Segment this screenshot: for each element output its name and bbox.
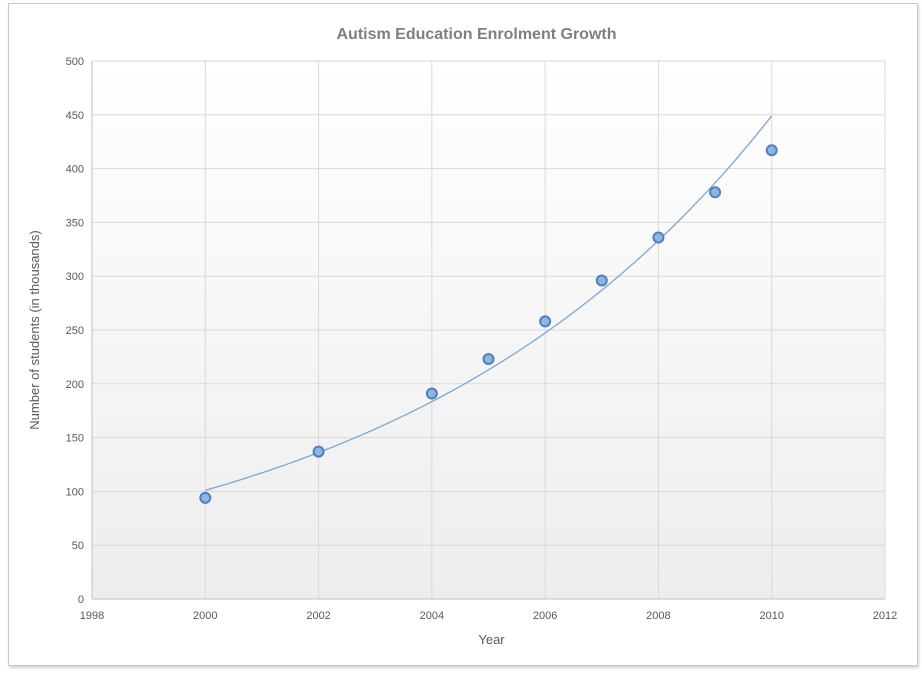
x-tick-label: 1998 (80, 610, 104, 622)
y-tick-label: 350 (66, 217, 84, 229)
x-tick-label: 2010 (759, 610, 783, 622)
x-axis-title: Year (478, 632, 505, 647)
tick-labels: 0 50 100 150 200 250 300 350 400 450 500 1998 2000 20… (66, 56, 898, 622)
x-tick-label: 2006 (533, 610, 557, 622)
y-tick-label: 450 (66, 110, 84, 122)
data-points (199, 144, 778, 504)
y-tick-label: 100 (66, 486, 84, 498)
data-point (312, 445, 325, 458)
y-tick-label: 150 (66, 433, 84, 445)
data-point (539, 315, 552, 328)
trendline-layer (205, 115, 773, 491)
y-axis-title: Number of students (in thousands) (27, 230, 42, 429)
data-point (709, 186, 722, 199)
scatter-chart: 0 50 100 150 200 250 300 350 400 450 500 1998 2000 20… (27, 26, 898, 647)
data-point (595, 274, 608, 287)
y-tick-label: 500 (66, 56, 84, 68)
y-tick-label: 0 (78, 594, 84, 606)
y-tick-label: 400 (66, 164, 84, 176)
y-tick-label: 250 (66, 325, 84, 337)
x-tick-label: 2002 (306, 610, 330, 622)
x-tick-label: 2004 (420, 610, 444, 622)
data-point (425, 387, 438, 400)
chart-frame: 0 50 100 150 200 250 300 350 400 450 500 1998 2000 20… (8, 3, 918, 666)
data-point (652, 231, 665, 244)
y-tick-label: 200 (66, 379, 84, 391)
x-tick-label: 2008 (646, 610, 670, 622)
y-tick-label: 50 (72, 540, 84, 552)
chart-title: Autism Education Enrolment Growth (336, 26, 616, 43)
data-point (482, 353, 495, 366)
gridlines (92, 60, 886, 599)
trendline (205, 115, 773, 491)
x-tick-label: 2000 (193, 610, 217, 622)
y-tick-label: 300 (66, 271, 84, 283)
axes (91, 61, 885, 600)
data-point (765, 144, 778, 157)
data-point (199, 491, 212, 504)
x-tick-label: 2012 (873, 610, 897, 622)
